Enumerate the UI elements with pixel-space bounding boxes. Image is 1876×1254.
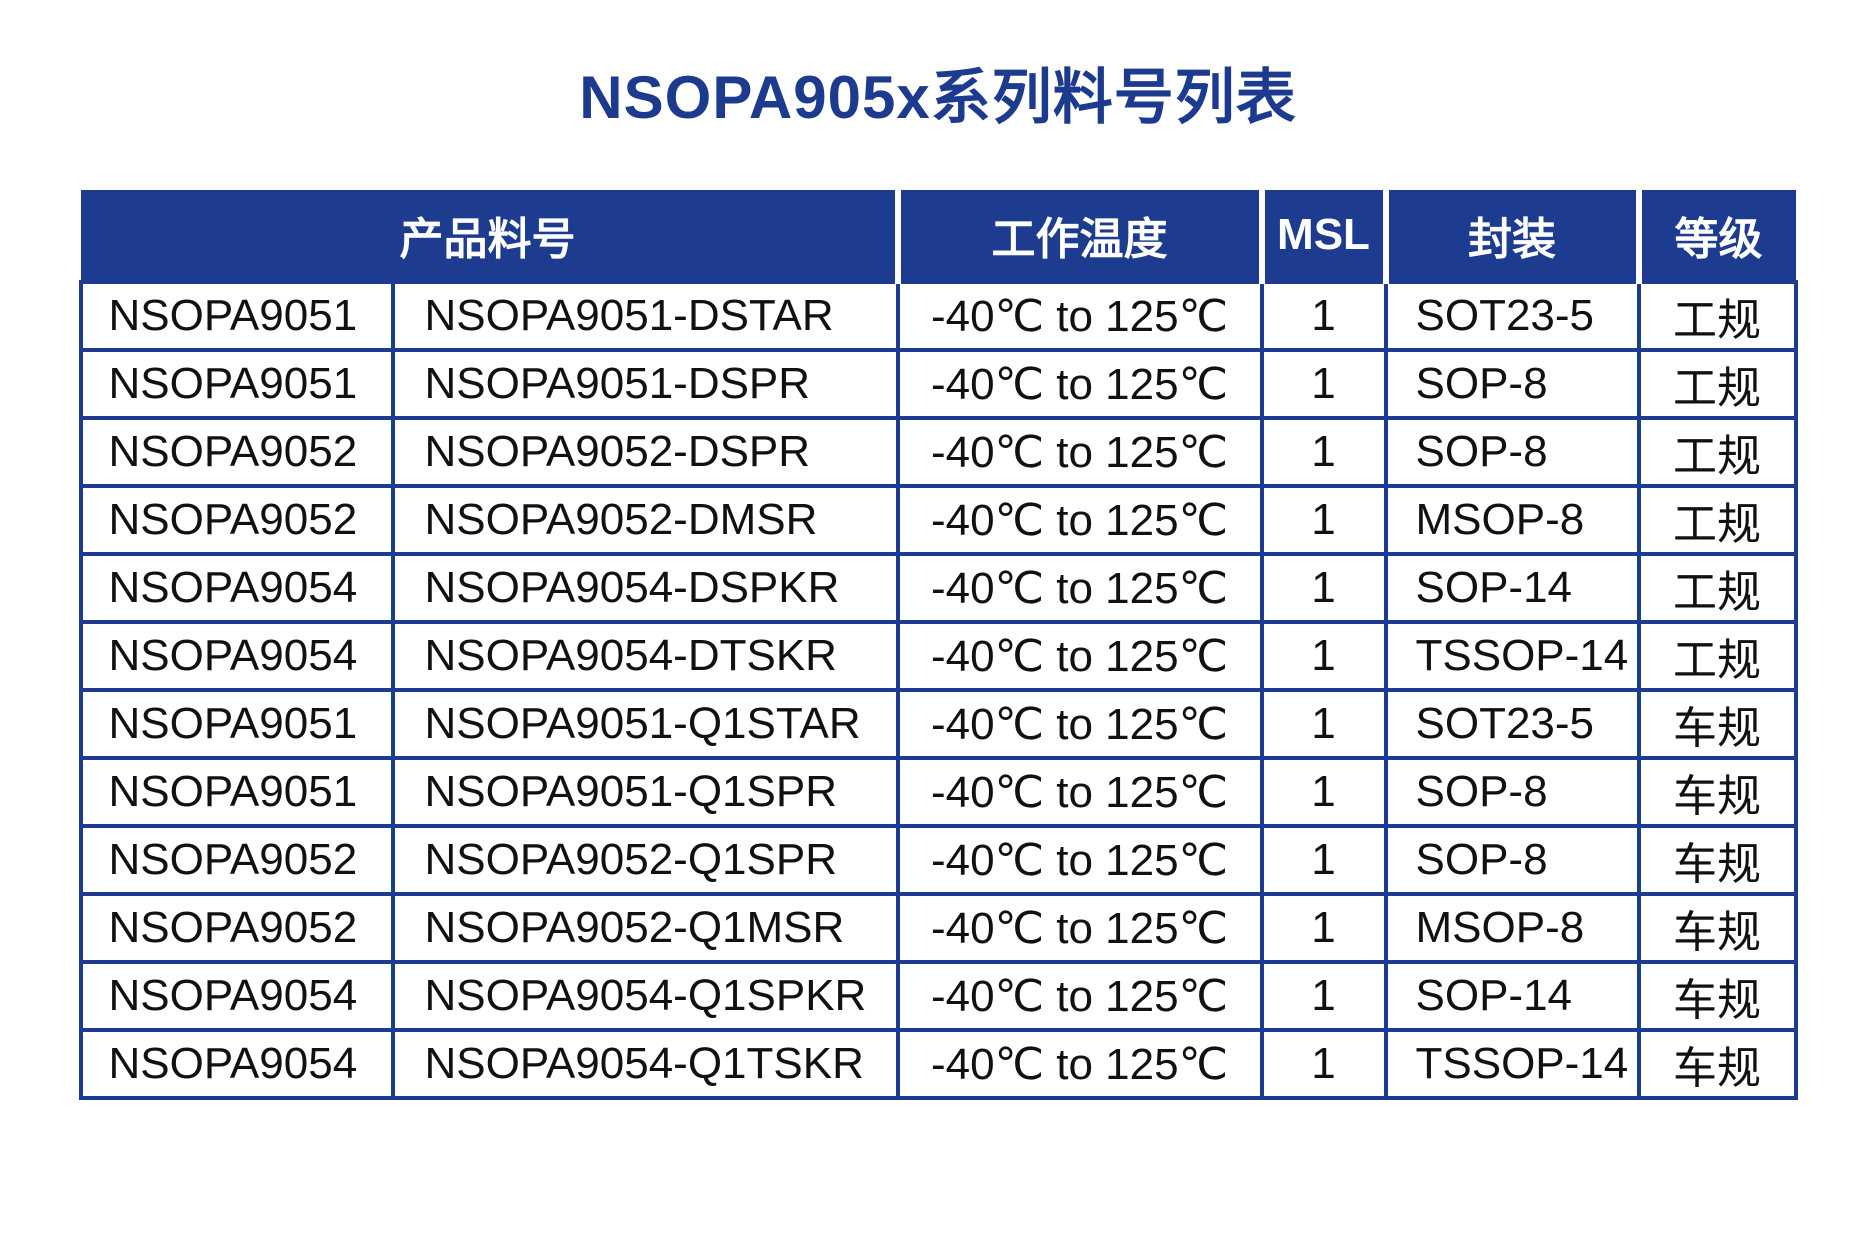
- table-row: NSOPA9054 NSOPA9054-Q1TSKR -40℃ to 125℃ 1 TS…: [78, 1028, 1798, 1100]
- cell-package: MSOP-8: [1383, 484, 1641, 556]
- cell-package: TSSOP-14: [1383, 1028, 1641, 1100]
- cell-grade: 车规: [1636, 960, 1798, 1032]
- table-row: NSOPA9052 NSOPA9052-DSPR -40℃ to 125℃ 1 SOP-…: [78, 416, 1798, 488]
- cell-package: SOP-14: [1383, 960, 1641, 1032]
- cell-part-number: NSOPA9051-Q1SPR: [390, 756, 900, 828]
- cell-package: SOT23-5: [1383, 280, 1641, 352]
- table-row: NSOPA9052 NSOPA9052-DMSR -40℃ to 125℃ 1 MSOP…: [78, 484, 1798, 556]
- cell-msl: 1: [1259, 756, 1388, 828]
- cell-part-number: NSOPA9051-DSPR: [390, 348, 900, 420]
- table-row: NSOPA9051 NSOPA9051-DSPR -40℃ to 125℃ 1 SOP-…: [78, 348, 1798, 420]
- cell-grade: 车规: [1636, 892, 1798, 964]
- cell-part-number: NSOPA9054-DTSKR: [390, 620, 900, 692]
- header-grade: 等级: [1635, 190, 1796, 282]
- cell-msl: 1: [1259, 552, 1388, 624]
- cell-operating-temp: -40℃ to 125℃: [895, 688, 1264, 760]
- cell-package: SOP-8: [1383, 824, 1641, 896]
- cell-operating-temp: -40℃ to 125℃: [895, 824, 1264, 896]
- cell-part-number: NSOPA9052-DSPR: [390, 416, 900, 488]
- cell-operating-temp: -40℃ to 125℃: [895, 348, 1264, 420]
- cell-package: SOT23-5: [1383, 688, 1641, 760]
- header-product-part-number: 产品料号: [80, 190, 901, 282]
- cell-msl: 1: [1259, 824, 1388, 896]
- cell-operating-temp: -40℃ to 125℃: [895, 484, 1264, 556]
- cell-package: TSSOP-14: [1383, 620, 1641, 692]
- cell-operating-temp: -40℃ to 125℃: [895, 552, 1264, 624]
- cell-grade: 工规: [1636, 280, 1798, 352]
- table-row: NSOPA9052 NSOPA9052-Q1MSR -40℃ to 125℃ 1 MSO…: [78, 892, 1798, 964]
- parts-table: 产品料号 工作温度 MSL 封装 等级 NSOPA9051 NSOPA9051-D…: [78, 190, 1798, 1100]
- cell-msl: 1: [1259, 484, 1388, 556]
- cell-msl: 1: [1259, 1028, 1388, 1100]
- header-package: 封装: [1382, 190, 1642, 282]
- cell-msl: 1: [1259, 348, 1388, 420]
- cell-product-family: NSOPA9052: [78, 824, 395, 896]
- cell-grade: 工规: [1636, 348, 1798, 420]
- cell-msl: 1: [1259, 688, 1388, 760]
- cell-operating-temp: -40℃ to 125℃: [895, 892, 1264, 964]
- cell-part-number: NSOPA9052-Q1MSR: [390, 892, 900, 964]
- cell-msl: 1: [1259, 960, 1388, 1032]
- cell-product-family: NSOPA9052: [78, 416, 395, 488]
- cell-grade: 工规: [1636, 552, 1798, 624]
- cell-operating-temp: -40℃ to 125℃: [895, 756, 1264, 828]
- table-body: NSOPA9051 NSOPA9051-DSTAR -40℃ to 125℃ 1 SOT…: [78, 280, 1798, 1100]
- cell-grade: 工规: [1636, 620, 1798, 692]
- cell-product-family: NSOPA9054: [78, 960, 395, 1032]
- table-row: NSOPA9051 NSOPA9051-DSTAR -40℃ to 125℃ 1 SOT…: [78, 280, 1798, 352]
- cell-msl: 1: [1259, 280, 1388, 352]
- cell-package: SOP-8: [1383, 756, 1641, 828]
- cell-part-number: NSOPA9052-DMSR: [390, 484, 900, 556]
- cell-product-family: NSOPA9051: [78, 348, 395, 420]
- cell-msl: 1: [1259, 892, 1388, 964]
- cell-msl: 1: [1259, 416, 1388, 488]
- cell-grade: 车规: [1636, 688, 1798, 760]
- cell-grade: 车规: [1636, 824, 1798, 896]
- table-row: NSOPA9052 NSOPA9052-Q1SPR -40℃ to 125℃ 1 SOP…: [78, 824, 1798, 896]
- cell-operating-temp: -40℃ to 125℃: [895, 960, 1264, 1032]
- cell-package: MSOP-8: [1383, 892, 1641, 964]
- cell-grade: 车规: [1636, 1028, 1798, 1100]
- cell-operating-temp: -40℃ to 125℃: [895, 1028, 1264, 1100]
- cell-product-family: NSOPA9054: [78, 1028, 395, 1100]
- cell-operating-temp: -40℃ to 125℃: [895, 416, 1264, 488]
- cell-product-family: NSOPA9054: [78, 620, 395, 692]
- cell-part-number: NSOPA9054-DSPKR: [390, 552, 900, 624]
- cell-package: SOP-8: [1383, 348, 1641, 420]
- cell-product-family: NSOPA9052: [78, 892, 395, 964]
- table-row: NSOPA9054 NSOPA9054-DSPKR -40℃ to 125℃ 1 SOP…: [78, 552, 1798, 624]
- cell-product-family: NSOPA9052: [78, 484, 395, 556]
- page-title: NSOPA905x系列料号列表: [579, 64, 1297, 131]
- cell-product-family: NSOPA9054: [78, 552, 395, 624]
- cell-part-number: NSOPA9051-Q1STAR: [390, 688, 900, 760]
- table-row: NSOPA9051 NSOPA9051-Q1STAR -40℃ to 125℃ 1 SO…: [78, 688, 1798, 760]
- cell-product-family: NSOPA9051: [78, 688, 395, 760]
- cell-grade: 车规: [1636, 756, 1798, 828]
- cell-package: SOP-8: [1383, 416, 1641, 488]
- cell-msl: 1: [1259, 620, 1388, 692]
- header-msl: MSL: [1258, 190, 1389, 282]
- cell-operating-temp: -40℃ to 125℃: [895, 280, 1264, 352]
- cell-part-number: NSOPA9052-Q1SPR: [390, 824, 900, 896]
- table-row: NSOPA9054 NSOPA9054-Q1SPKR -40℃ to 125℃ 1 SO…: [78, 960, 1798, 1032]
- cell-part-number: NSOPA9051-DSTAR: [390, 280, 900, 352]
- cell-operating-temp: -40℃ to 125℃: [895, 620, 1264, 692]
- cell-product-family: NSOPA9051: [78, 756, 395, 828]
- table-row: NSOPA9051 NSOPA9051-Q1SPR -40℃ to 125℃ 1 SOP…: [78, 756, 1798, 828]
- header-operating-temperature: 工作温度: [894, 190, 1265, 282]
- cell-package: SOP-14: [1383, 552, 1641, 624]
- cell-product-family: NSOPA9051: [78, 280, 395, 352]
- cell-grade: 工规: [1636, 416, 1798, 488]
- table-row: NSOPA9054 NSOPA9054-DTSKR -40℃ to 125℃ 1 TSS…: [78, 620, 1798, 692]
- cell-part-number: NSOPA9054-Q1TSKR: [390, 1028, 900, 1100]
- cell-grade: 工规: [1636, 484, 1798, 556]
- table-header-row: 产品料号 工作温度 MSL 封装 等级: [80, 190, 1796, 282]
- cell-part-number: NSOPA9054-Q1SPKR: [390, 960, 900, 1032]
